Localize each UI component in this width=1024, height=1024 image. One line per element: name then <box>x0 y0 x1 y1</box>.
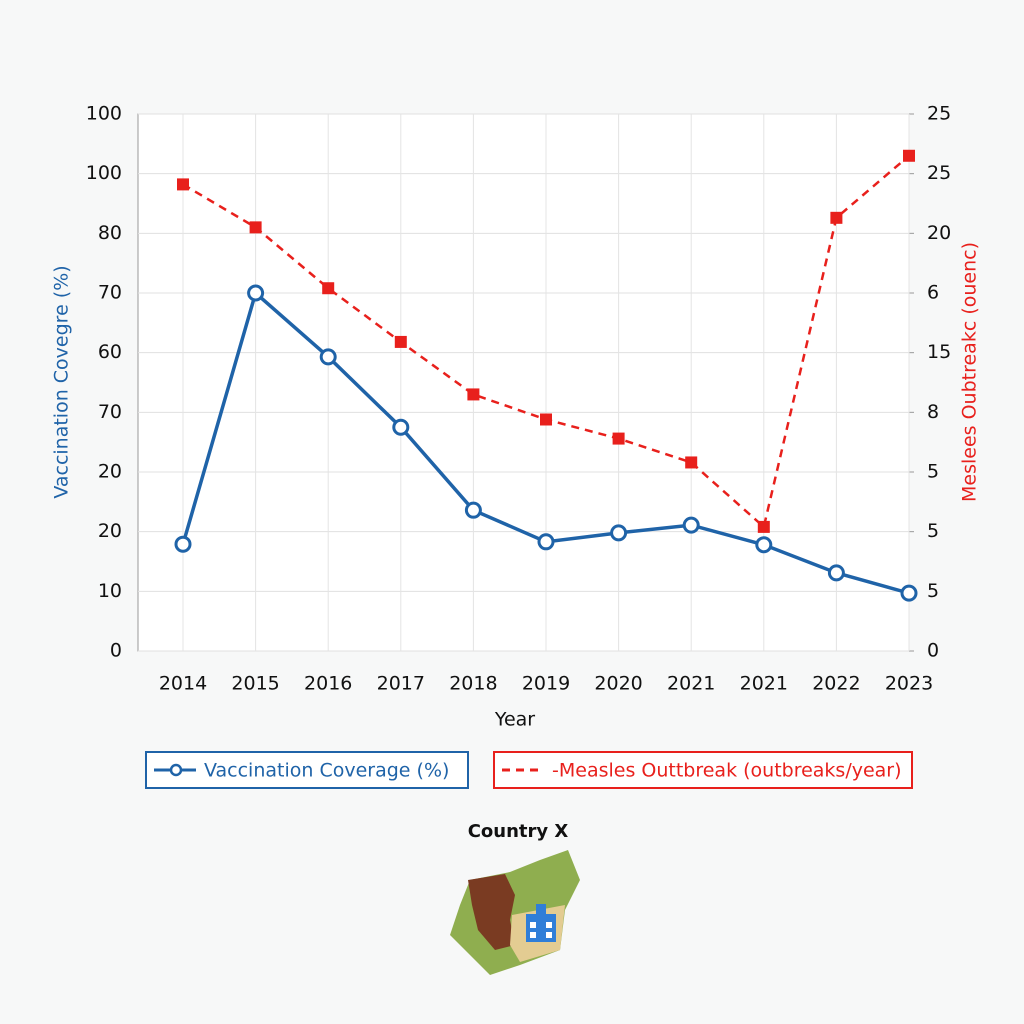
marker <box>537 533 555 551</box>
marker <box>830 211 843 224</box>
y2-tick-label: 6 <box>927 282 939 304</box>
legend-swatch-marker <box>169 763 183 777</box>
marker <box>392 418 410 436</box>
x-axis-title: Year <box>494 709 535 731</box>
x-tick-label: 2023 <box>885 673 933 695</box>
legend-label: Vaccination Coverage (%) <box>204 760 449 782</box>
legend-label: -Measles Outtbreak (outbreaks/year) <box>552 760 902 782</box>
map-title: Country X <box>468 821 569 842</box>
y2-tick-label: 25 <box>927 103 951 125</box>
y2-axis-title: Meslees Oubtreakc (ouenc) <box>959 242 981 502</box>
marker <box>903 149 915 162</box>
x-tick-label: 2015 <box>231 673 279 695</box>
y-tick-label: 60 <box>98 341 122 363</box>
marker <box>249 221 262 234</box>
y2-tick-label: 5 <box>927 520 939 542</box>
y-tick-label: 70 <box>98 401 122 423</box>
y-tick-label: 70 <box>98 282 122 304</box>
marker <box>319 348 337 366</box>
marker <box>610 524 628 542</box>
x-tick-label: 2016 <box>304 673 352 695</box>
marker <box>394 335 407 348</box>
y2-tick-label: 8 <box>927 401 939 423</box>
marker <box>467 388 480 401</box>
marker <box>464 501 482 519</box>
marker <box>247 284 265 302</box>
marker <box>540 413 552 426</box>
x-tick-label: 2022 <box>812 673 860 695</box>
y-tick-label: 80 <box>98 222 122 244</box>
y-axis-title: Vaccination Covegre (%) <box>51 265 73 498</box>
x-tick-label: 2021 <box>740 673 788 695</box>
x-tick-label: 2020 <box>594 673 642 695</box>
marker <box>612 432 625 445</box>
y-tick-label: 100 <box>86 103 122 125</box>
x-tick-label: 2021 <box>667 673 715 695</box>
x-tick-label: 2019 <box>522 673 570 695</box>
x-tick-label: 2014 <box>159 673 207 695</box>
y-tick-label: 10 <box>98 580 122 602</box>
y2-tick-label: 20 <box>927 222 951 244</box>
x-tick-label: 2017 <box>377 673 425 695</box>
legend-box <box>145 751 469 789</box>
y2-tick-label: 5 <box>927 461 939 483</box>
marker <box>682 516 700 534</box>
y-tick-label: 100 <box>86 162 122 184</box>
y-tick-label: 20 <box>98 520 122 542</box>
legend-box <box>493 751 913 789</box>
marker <box>174 535 192 553</box>
plot-area <box>137 113 910 652</box>
marker <box>322 282 335 295</box>
marker <box>755 536 773 554</box>
y2-tick-label: 25 <box>927 162 951 184</box>
y-tick-label: 20 <box>98 461 122 483</box>
x-tick-label: 2018 <box>449 673 497 695</box>
y2-tick-label: 15 <box>927 341 951 363</box>
marker <box>827 564 845 582</box>
y-tick-label: 0 <box>110 640 122 662</box>
map-icon <box>450 850 580 975</box>
marker <box>900 584 918 602</box>
marker <box>177 178 189 191</box>
y2-tick-label: 5 <box>927 580 939 602</box>
marker <box>757 520 770 533</box>
y2-tick-label: 0 <box>927 640 939 662</box>
marker <box>685 456 698 469</box>
